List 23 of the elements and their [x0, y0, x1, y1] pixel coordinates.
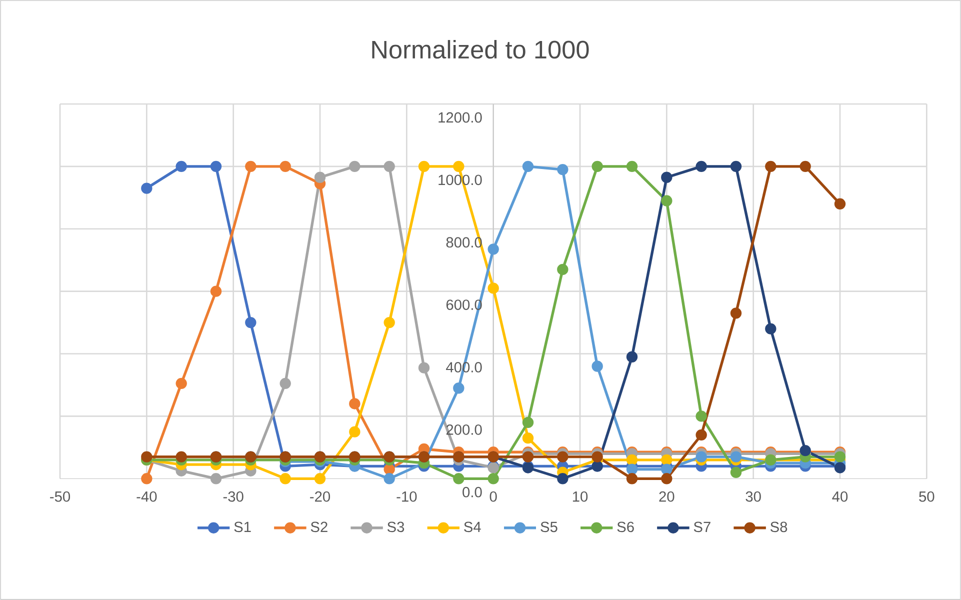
x-tick-label: 20 — [659, 491, 674, 502]
x-tick-label: 0 — [490, 491, 497, 502]
x-tick-label: 30 — [746, 491, 761, 502]
x-tick-label: 50 — [919, 491, 934, 502]
legend-label: S3 — [387, 522, 404, 532]
legend-label: S2 — [310, 522, 328, 532]
chart-title: Normalized to 1000 — [372, 40, 589, 59]
legend-label: S8 — [770, 522, 788, 532]
y-tick-label: 0.0 — [462, 486, 482, 498]
y-tick-label: 200.0 — [446, 424, 482, 435]
legend-label: S7 — [694, 522, 710, 532]
x-tick-label: -50 — [50, 491, 70, 502]
legend-label: S5 — [540, 522, 558, 532]
x-tick-label: -40 — [136, 491, 157, 502]
x-tick-label: 10 — [572, 491, 588, 502]
x-tick-label: -10 — [396, 491, 417, 502]
legend-label: S6 — [617, 522, 634, 532]
x-tick-label: 40 — [832, 491, 848, 502]
y-tick-label: 1200.0 — [438, 112, 482, 123]
legend-label: S4 — [464, 522, 481, 532]
legend-label: S1 — [234, 522, 251, 532]
x-tick-label: -30 — [223, 491, 244, 502]
x-tick-label: -20 — [310, 491, 330, 502]
